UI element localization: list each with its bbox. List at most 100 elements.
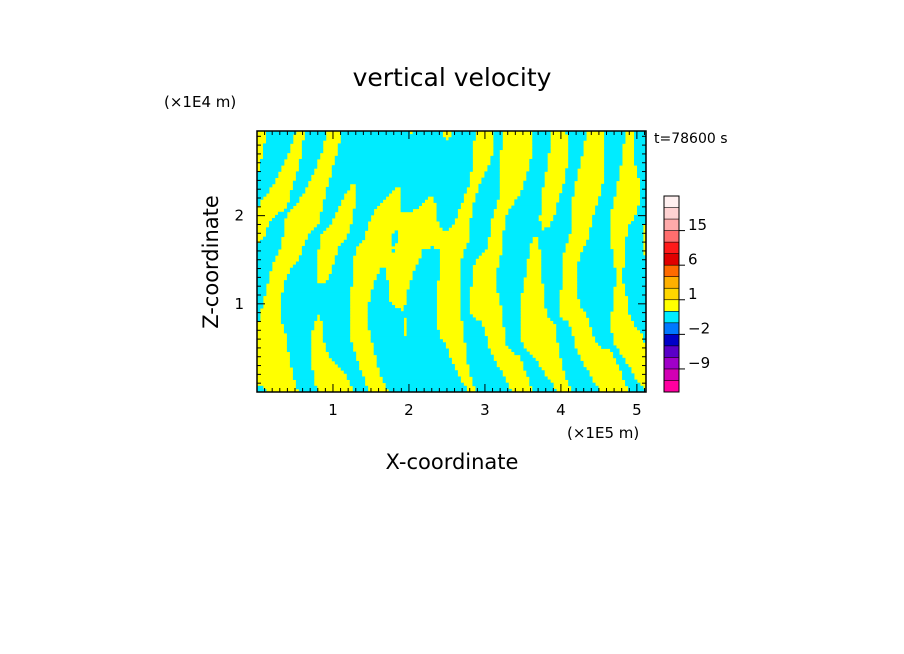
field-cell-negative	[565, 370, 590, 374]
field-cell-negative	[604, 180, 617, 185]
field-cell-negative	[355, 196, 387, 200]
field-cell-negative	[478, 186, 500, 191]
field-cell-negative	[502, 252, 530, 256]
x-tick-label: 5	[632, 401, 642, 419]
field-cell-negative	[346, 233, 366, 238]
field-cell-negative	[508, 208, 542, 213]
field-cell-negative	[631, 317, 646, 321]
field-cell-negative	[469, 233, 491, 238]
field-cell-negative	[496, 280, 524, 284]
field-cell-negative	[541, 280, 563, 284]
field-cell-negative	[577, 267, 617, 272]
field-cell-negative	[559, 345, 575, 349]
field-cell-negative	[580, 252, 614, 256]
field-cell-negative	[532, 134, 551, 138]
field-cell-negative	[604, 140, 626, 144]
field-cell-negative	[571, 388, 599, 392]
field-cell-negative	[565, 373, 590, 377]
field-cell-negative	[598, 196, 614, 200]
colorbar-band	[664, 288, 679, 301]
field-cell-negative	[571, 385, 599, 390]
field-cell-negative	[257, 186, 270, 191]
field-cell-negative	[301, 149, 324, 154]
field-cell-negative	[529, 165, 548, 169]
field-cell-negative	[523, 183, 545, 188]
field-cell-negative	[637, 211, 646, 216]
field-cell-negative	[499, 261, 527, 266]
field-cell-negative	[257, 298, 264, 303]
field-cell-negative	[640, 199, 646, 203]
field-cell-negative	[637, 165, 646, 169]
field-cell-negative	[331, 165, 473, 169]
field-cell-negative	[265, 233, 285, 238]
field-cell-negative	[460, 267, 473, 272]
field-cell-negative	[634, 323, 646, 328]
field-cell-negative	[268, 224, 285, 228]
field-cell-negative	[298, 158, 318, 163]
field-cell-negative	[322, 329, 351, 334]
field-cell-negative	[505, 336, 521, 340]
field-cell-negative	[634, 158, 646, 163]
field-cell-negative	[520, 190, 542, 194]
field-cell-negative	[394, 230, 399, 234]
colorbar-band	[664, 368, 679, 381]
field-cell-negative	[370, 298, 390, 303]
field-cell-negative	[352, 208, 375, 213]
field-cell-negative	[505, 329, 521, 334]
field-cell-negative	[257, 317, 261, 321]
field-cell-negative	[580, 298, 614, 303]
field-cell-negative	[634, 146, 646, 151]
field-cell-negative	[257, 199, 261, 203]
field-cell-negative	[301, 152, 321, 157]
field-cell-negative	[409, 283, 437, 287]
field-cell-negative	[259, 158, 285, 163]
field-cell-negative	[403, 305, 437, 309]
field-cell-negative	[337, 252, 357, 256]
field-cell-negative	[301, 249, 318, 253]
field-cell-negative	[577, 292, 614, 297]
field-cell-negative	[257, 292, 267, 297]
field-cell-negative	[634, 214, 646, 219]
field-cell-negative	[289, 351, 312, 356]
field-cell-negative	[460, 298, 470, 303]
field-cell-negative	[502, 305, 521, 309]
field-cell-negative	[583, 245, 611, 250]
field-cell-negative	[469, 230, 491, 234]
field-cell-negative	[343, 239, 363, 244]
colorbar-band	[664, 219, 679, 231]
field-cell-negative	[553, 218, 572, 222]
field-cell-negative	[257, 286, 267, 290]
field-cell-negative	[349, 224, 369, 228]
x-tick-label: 4	[556, 401, 566, 419]
x-tick-label: 3	[480, 401, 490, 419]
field-cell-negative	[502, 311, 521, 315]
field-cell-negative	[257, 252, 279, 256]
field-cell-negative	[280, 317, 318, 321]
field-cell-negative	[257, 280, 270, 284]
field-cell-negative	[265, 230, 285, 234]
field-cell-negative	[469, 373, 503, 377]
field-cell-negative	[271, 218, 285, 222]
field-cell-negative	[400, 205, 419, 210]
field-cell-negative	[592, 329, 611, 334]
field-cell-negative	[280, 305, 351, 309]
field-cell-negative	[604, 171, 620, 175]
field-cell-negative	[463, 336, 488, 340]
field-cell-negative	[640, 177, 646, 182]
field-cell-negative	[589, 227, 611, 231]
field-cell-negative	[304, 239, 321, 244]
field-cell-negative	[367, 314, 437, 318]
field-cell-negative	[502, 249, 530, 253]
field-cell-negative	[601, 190, 617, 194]
field-cell-negative	[520, 357, 536, 362]
field-cell-negative	[439, 224, 452, 228]
field-cell-negative	[385, 385, 467, 390]
field-cell-negative	[610, 348, 620, 353]
field-cell-negative	[541, 270, 563, 275]
field-cell-negative	[469, 364, 497, 368]
field-cell-negative	[400, 186, 467, 191]
field-cell-negative	[601, 345, 617, 349]
field-cell-negative	[370, 289, 390, 293]
field-cell-negative	[496, 283, 524, 287]
colorbar-band	[664, 253, 679, 266]
